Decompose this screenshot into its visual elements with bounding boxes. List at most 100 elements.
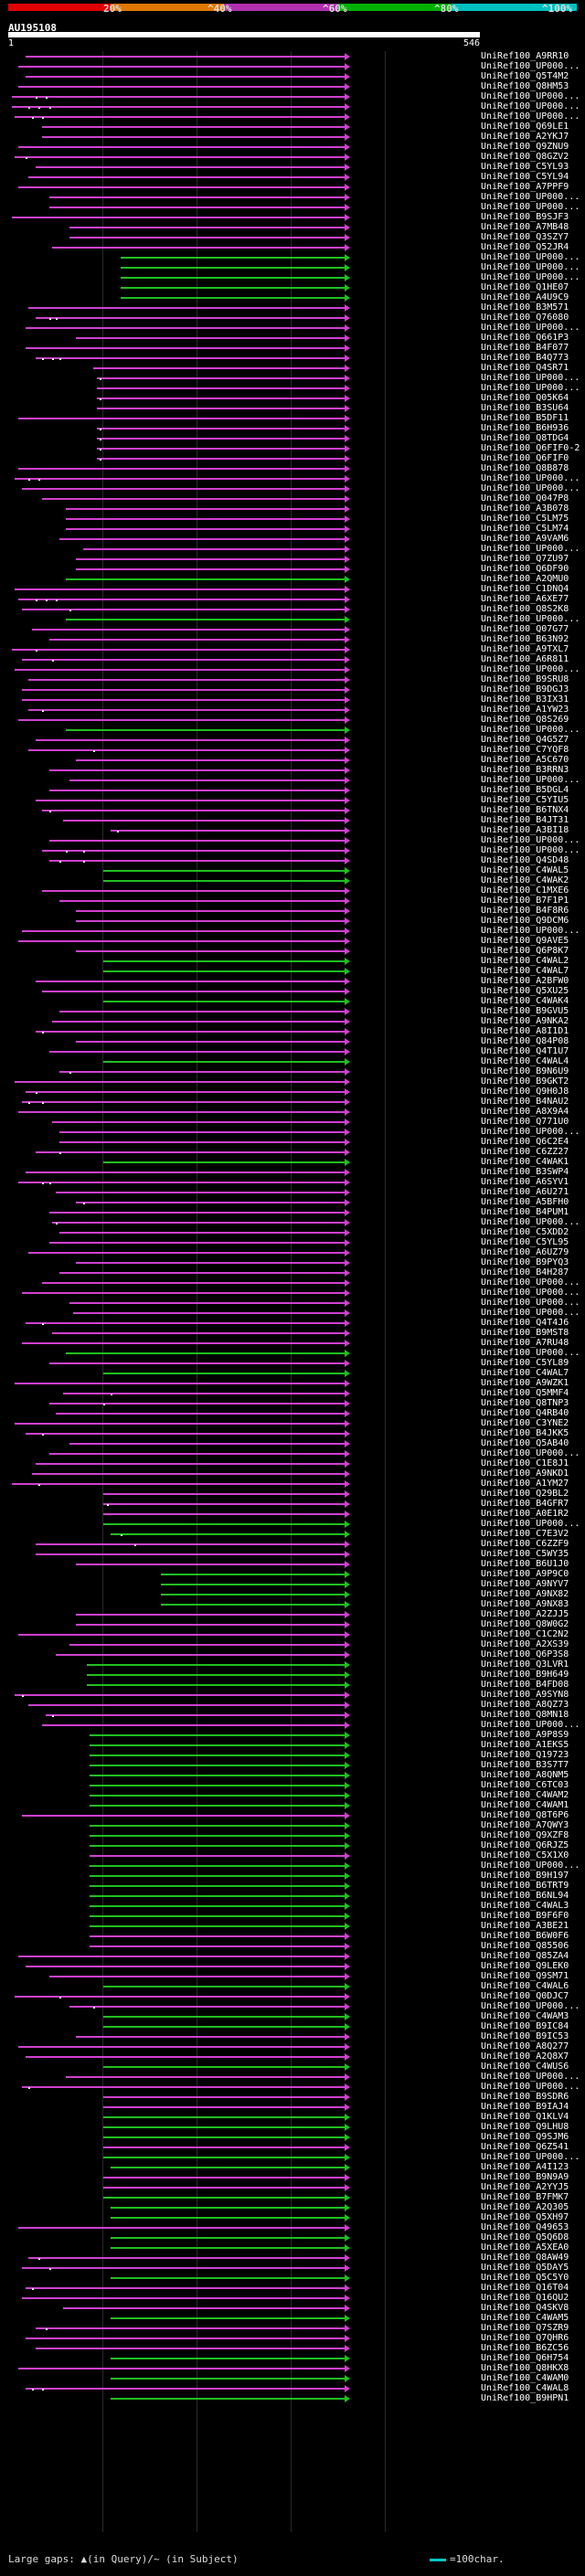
hit-row[interactable]: UniRef100_C7E3V2 <box>0 1529 585 1539</box>
hit-row[interactable]: UniRef100_Q8AW49 <box>0 2253 585 2263</box>
hit-row[interactable]: UniRef100_A3BE21 <box>0 1921 585 1931</box>
hit-row[interactable]: UniRef100_A4I123 <box>0 2162 585 2172</box>
hit-label[interactable]: UniRef100_Q8HM53 <box>481 81 569 91</box>
hit-row[interactable]: UniRef100_B9MST8 <box>0 1328 585 1338</box>
hit-label[interactable]: UniRef100_B3S7T7 <box>481 1760 569 1770</box>
hit-label[interactable]: UniRef100_B4GFR7 <box>481 1499 569 1509</box>
hit-label[interactable]: UniRef100_Q4SD48 <box>481 855 569 865</box>
hit-label[interactable]: UniRef100_B4JKK5 <box>481 1428 569 1438</box>
hit-label[interactable]: UniRef100_C4WAK1 <box>481 1157 569 1167</box>
hit-label[interactable]: UniRef100_Q4SR71 <box>481 363 569 373</box>
hit-label[interactable]: UniRef100_B9GKT2 <box>481 1076 569 1087</box>
hit-row[interactable]: UniRef100_B3S7T7 <box>0 1760 585 1770</box>
hit-label[interactable]: UniRef100_C4WAM3 <box>481 2011 569 2021</box>
hit-row[interactable]: UniRef100_Q7QHR6 <box>0 2333 585 2343</box>
hit-row[interactable]: UniRef100_C6ZZ27 <box>0 1147 585 1157</box>
hit-label[interactable]: UniRef100_UP000... <box>481 202 580 212</box>
hit-row[interactable]: UniRef100_A9NYV7 <box>0 1579 585 1589</box>
hit-row[interactable]: UniRef100_A9P9C0 <box>0 1569 585 1579</box>
hit-label[interactable]: UniRef100_UP000... <box>481 775 580 785</box>
hit-label[interactable]: UniRef100_C5LM75 <box>481 514 569 524</box>
hit-row[interactable]: UniRef100_C5WY35 <box>0 1549 585 1559</box>
hit-row[interactable]: UniRef100_Q3LVR1 <box>0 1659 585 1670</box>
hit-label[interactable]: UniRef100_C4WAL7 <box>481 1368 569 1378</box>
hit-label[interactable]: UniRef100_UP000... <box>481 383 580 393</box>
hit-label[interactable]: UniRef100_Q1HE07 <box>481 282 569 292</box>
hit-row[interactable]: UniRef100_Q5T4M2 <box>0 71 585 81</box>
hit-row[interactable]: UniRef100_A9NX82 <box>0 1589 585 1599</box>
hit-label[interactable]: UniRef100_UP000... <box>481 1519 580 1529</box>
hit-row[interactable]: UniRef100_UP000... <box>0 1448 585 1458</box>
hit-label[interactable]: UniRef100_A5XEA0 <box>481 2242 569 2253</box>
hit-label[interactable]: UniRef100_A9NKD1 <box>481 1468 569 1479</box>
hit-label[interactable]: UniRef100_UP000... <box>481 61 580 71</box>
hit-label[interactable]: UniRef100_B9IC53 <box>481 2031 569 2041</box>
hit-row[interactable]: UniRef100_UP000... <box>0 1127 585 1137</box>
hit-row[interactable]: UniRef100_B4F077 <box>0 343 585 353</box>
hit-row[interactable]: UniRef100_A9WZK1 <box>0 1378 585 1388</box>
hit-row[interactable]: UniRef100_B4H287 <box>0 1267 585 1277</box>
hit-row[interactable]: UniRef100_UP000... <box>0 1217 585 1227</box>
hit-label[interactable]: UniRef100_A9P8S9 <box>481 1730 569 1740</box>
hit-label[interactable]: UniRef100_A9WZK1 <box>481 1378 569 1388</box>
hit-label[interactable]: UniRef100_UP000... <box>481 2072 580 2082</box>
hit-label[interactable]: UniRef100_B9SJF3 <box>481 212 569 222</box>
hit-label[interactable]: UniRef100_Q05K64 <box>481 393 569 403</box>
hit-row[interactable]: UniRef100_UP000... <box>0 202 585 212</box>
hit-label[interactable]: UniRef100_Q4RB40 <box>481 1408 569 1418</box>
hit-label[interactable]: UniRef100_C4WAK4 <box>481 996 569 1006</box>
hit-row[interactable]: UniRef100_UP000... <box>0 262 585 272</box>
hit-row[interactable]: UniRef100_A9NKA2 <box>0 1016 585 1026</box>
hit-row[interactable]: UniRef100_Q69LE1 <box>0 122 585 132</box>
hit-label[interactable]: UniRef100_B6TNX4 <box>481 805 569 815</box>
hit-row[interactable]: UniRef100_C5X1X0 <box>0 1850 585 1860</box>
hit-row[interactable]: UniRef100_A2Q8X7 <box>0 2051 585 2062</box>
hit-label[interactable]: UniRef100_A6SYV1 <box>481 1177 569 1187</box>
hit-row[interactable]: UniRef100_Q8S269 <box>0 715 585 725</box>
hit-label[interactable]: UniRef100_Q9SM71 <box>481 1971 569 1981</box>
hit-row[interactable]: UniRef100_Q8HKX8 <box>0 2363 585 2373</box>
hit-row[interactable]: UniRef100_UP000... <box>0 614 585 624</box>
hit-row[interactable]: UniRef100_UP000... <box>0 91 585 101</box>
hit-label[interactable]: UniRef100_Q4T4J6 <box>481 1318 569 1328</box>
hit-row[interactable]: UniRef100_B4NAU2 <box>0 1097 585 1107</box>
hit-label[interactable]: UniRef100_C1E8J1 <box>481 1458 569 1468</box>
hit-label[interactable]: UniRef100_C5YL89 <box>481 1358 569 1368</box>
hit-row[interactable]: UniRef100_B9IC84 <box>0 2021 585 2031</box>
hit-row[interactable]: UniRef100_UP000... <box>0 1860 585 1871</box>
hit-label[interactable]: UniRef100_Q69LE1 <box>481 122 569 132</box>
hit-row[interactable]: UniRef100_A6SYV1 <box>0 1177 585 1187</box>
hit-row[interactable]: UniRef100_Q16T04 <box>0 2283 585 2293</box>
hit-label[interactable]: UniRef100_Q1KLV4 <box>481 2112 569 2122</box>
hit-row[interactable]: UniRef100_Q4T1U7 <box>0 1046 585 1056</box>
hit-row[interactable]: UniRef100_A2YKJ7 <box>0 132 585 142</box>
hit-row[interactable]: UniRef100_A9P8S9 <box>0 1730 585 1740</box>
hit-label[interactable]: UniRef100_A2ZJJ5 <box>481 1609 569 1619</box>
hit-label[interactable]: UniRef100_B3RRN3 <box>481 765 569 775</box>
hit-row[interactable]: UniRef100_Q85506 <box>0 1941 585 1951</box>
hit-label[interactable]: UniRef100_Q6C2E4 <box>481 1137 569 1147</box>
hit-label[interactable]: UniRef100_Q8S269 <box>481 715 569 725</box>
hit-row[interactable]: UniRef100_Q8S2K8 <box>0 604 585 614</box>
hit-row[interactable]: UniRef100_C4WAL6 <box>0 1981 585 1991</box>
hit-row[interactable]: UniRef100_UP000... <box>0 483 585 493</box>
hit-label[interactable]: UniRef100_B4JT31 <box>481 815 569 825</box>
hit-label[interactable]: UniRef100_C5YL94 <box>481 172 569 182</box>
hit-label[interactable]: UniRef100_A4U9C9 <box>481 292 569 302</box>
hit-row[interactable]: UniRef100_Q9SJM6 <box>0 2132 585 2142</box>
hit-label[interactable]: UniRef100_C4WAM5 <box>481 2313 569 2323</box>
hit-label[interactable]: UniRef100_A1YW23 <box>481 705 569 715</box>
hit-label[interactable]: UniRef100_Q9DCM6 <box>481 916 569 926</box>
hit-row[interactable]: UniRef100_C5YL93 <box>0 162 585 172</box>
hit-row[interactable]: UniRef100_Q5XH97 <box>0 2212 585 2222</box>
hit-label[interactable]: UniRef100_A7QWY3 <box>481 1820 569 1830</box>
hit-row[interactable]: UniRef100_C4WAL2 <box>0 956 585 966</box>
hit-label[interactable]: UniRef100_A3BI18 <box>481 825 569 835</box>
hit-row[interactable]: UniRef100_UP000... <box>0 111 585 122</box>
hit-row[interactable]: UniRef100_B9PYQ3 <box>0 1257 585 1267</box>
hit-row[interactable]: UniRef100_UP000... <box>0 101 585 111</box>
hit-label[interactable]: UniRef100_A2YYJ5 <box>481 2182 569 2192</box>
hit-label[interactable]: UniRef100_B6NL94 <box>481 1891 569 1901</box>
hit-label[interactable]: UniRef100_B6TRT9 <box>481 1881 569 1891</box>
hit-label[interactable]: UniRef100_A9RR10 <box>481 51 569 61</box>
